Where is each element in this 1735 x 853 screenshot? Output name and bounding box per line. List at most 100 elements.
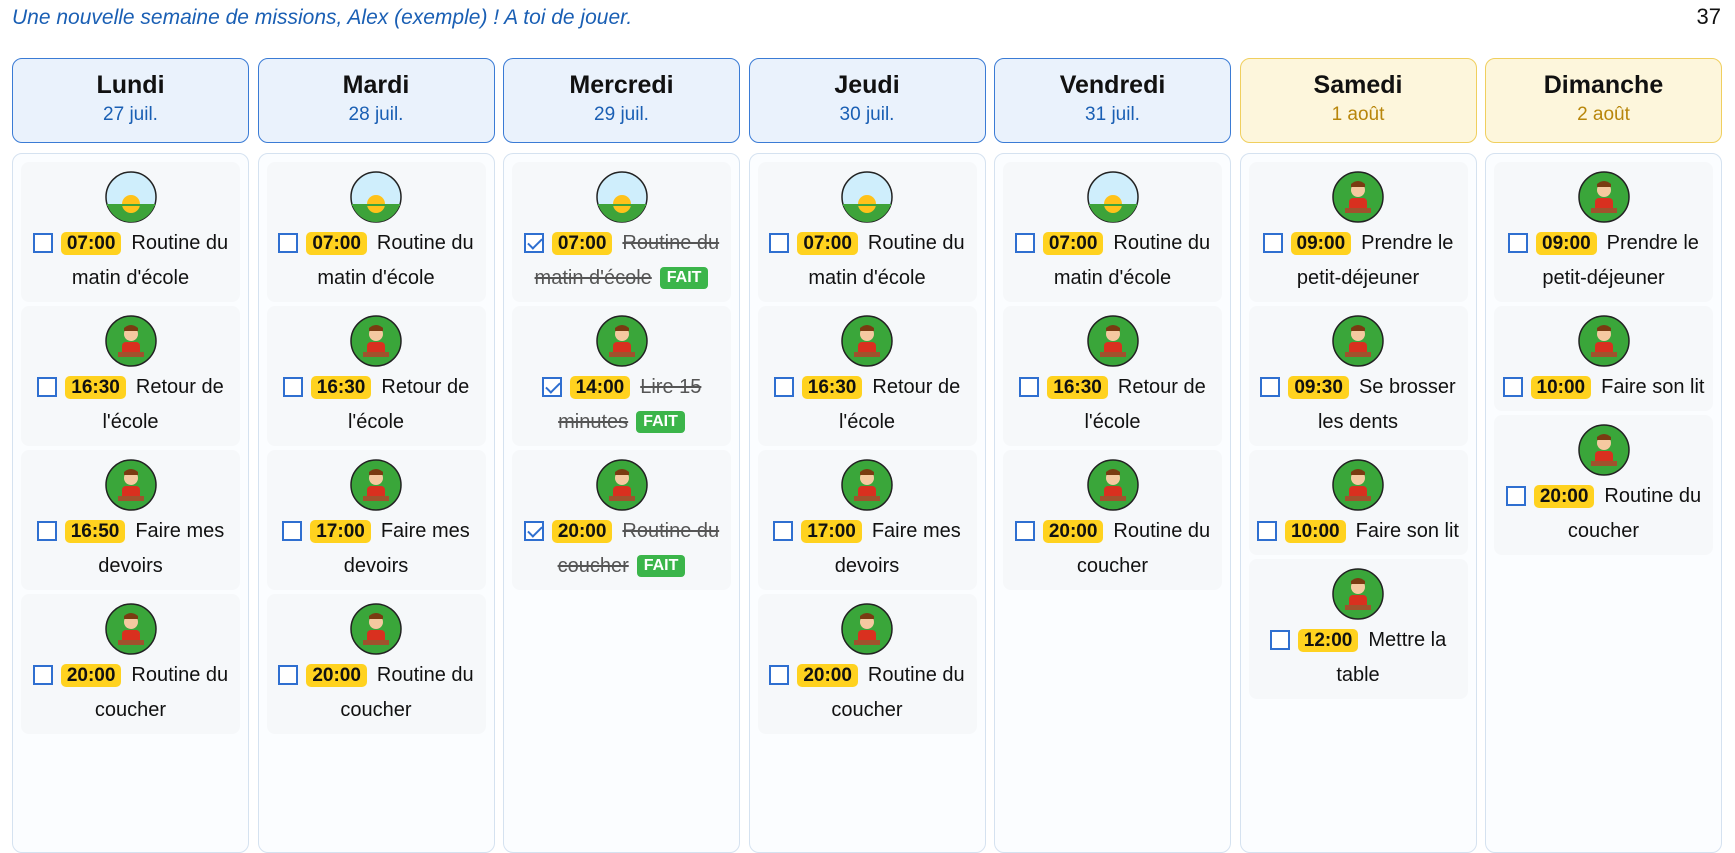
day-tasks: 09:00 Prendre le petit-déjeuner 09:30 Se br… [1239,153,1477,853]
checkbox[interactable] [523,233,544,253]
week-grid: Lundi 27 juil. 07:00 Routine du matin d'éco… [12,58,1722,853]
task-time: 16:30 [65,376,126,399]
day-column: Vendredi 31 juil. 07:00 Routine du matin d'… [994,58,1231,853]
day-name: Jeudi [834,71,900,99]
checkbox[interactable] [1269,630,1290,650]
checkbox[interactable] [36,521,57,541]
day-header: Mardi 28 juil. [257,58,495,143]
task-label: Retour de l'école [102,376,224,433]
day-name: Lundi [96,71,165,99]
checkbox[interactable] [282,377,303,397]
checkbox[interactable] [541,377,562,397]
checkbox[interactable] [282,521,303,541]
task-icon [841,171,893,223]
task-card: 07:00 Routine du matin d'école [266,162,486,302]
task-time: 17:00 [310,520,371,543]
task-time: 12:00 [1297,629,1359,652]
task-time: 16:50 [64,520,126,543]
checkbox[interactable] [773,521,794,541]
task-time: 07:00 [551,232,613,255]
task-icon [104,459,157,511]
task-icon [350,315,402,367]
day-date: 27 juil. [103,104,158,125]
task-time: 07:00 [797,232,858,255]
task-time: 09:00 [1536,232,1597,255]
task-label: Retour de l'école [838,376,961,433]
task-card: 12:00 Mettre la table [1248,559,1468,699]
checkbox[interactable] [1014,521,1035,541]
day-header: Jeudi 30 juil. [748,58,986,143]
done-badge: FAIT [636,555,686,577]
task-time: 10:00 [1285,520,1346,543]
task-label: Routine du coucher [94,664,229,721]
task-icon [350,459,402,511]
day-name: Mardi [342,71,410,99]
day-date: 1 août [1331,104,1385,125]
task-card: 14:00 Lire 15 minutes FAIT [512,306,731,446]
checkbox[interactable] [37,377,58,397]
task-card: 16:30 Retour de l'école [21,306,240,446]
day-column: Jeudi 30 juil. 07:00 Routine du matin d'éco… [748,58,986,853]
day-tasks: 07:00 Routine du matin d'école 16:30 Retour… [257,153,495,853]
day-header: Vendredi 31 juil. [994,58,1231,143]
task-card: 10:00 Faire son lit [1248,450,1468,555]
task-time: 20:00 [797,664,858,687]
task-icon [595,171,648,223]
checkbox[interactable] [1014,233,1035,253]
task-card: 07:00 Routine du matin d'école [21,162,240,302]
task-icon [350,603,402,655]
task-card: 07:00 Routine du matin d'école FAIT [512,162,731,302]
checkbox[interactable] [1505,486,1526,506]
checkbox[interactable] [523,521,544,541]
task-icon [1577,424,1630,476]
task-label: Faire son lit [1355,520,1459,542]
checkbox[interactable] [278,665,299,685]
task-card: 16:50 Faire mes devoirs [21,450,240,590]
task-icon [1577,171,1630,223]
checkbox[interactable] [773,377,794,397]
checkbox[interactable] [1502,377,1523,397]
day-tasks: 07:00 Routine du matin d'école FAIT 14:00 Li… [503,153,740,853]
task-icon [595,315,648,367]
task-card: 17:00 Faire mes devoirs [757,450,977,590]
task-card: 20:00 Routine du coucher FAIT [512,450,731,590]
checkbox[interactable] [1257,521,1277,541]
checkbox[interactable] [278,233,299,253]
task-time: 07:00 [1042,232,1104,255]
task-icon [1577,315,1630,367]
task-label: Routine du coucher [1567,485,1702,542]
day-header: Lundi 27 juil. [12,58,249,143]
task-card: 16:30 Retour de l'école [757,306,977,446]
checkbox[interactable] [1260,377,1281,397]
task-card: 09:00 Prendre le petit-déjeuner [1248,162,1468,302]
page-number: 37 [1696,4,1721,29]
task-icon [841,315,893,367]
checkbox[interactable] [769,665,790,685]
checkbox[interactable] [32,665,53,685]
task-card: 20:00 Routine du coucher [757,594,977,734]
day-date: 2 août [1577,104,1630,125]
task-time: 07:00 [306,232,367,255]
checkbox[interactable] [32,233,53,253]
task-card: 07:00 Routine du matin d'école [757,162,977,302]
task-time: 20:00 [1042,520,1104,543]
intro-text: Une nouvelle semaine de missions, Alex (… [12,6,633,29]
task-icon [104,315,157,367]
day-header: Samedi 1 août [1239,58,1477,143]
task-time: 14:00 [569,376,631,399]
page: {"header":{"text":"Une nouvelle semaine … [0,0,1735,767]
task-label: Faire mes devoirs [343,520,470,577]
task-label: Routine du matin d'école [71,232,229,289]
day-tasks: 07:00 Routine du matin d'école 16:30 Retour… [12,153,249,853]
task-time: 16:30 [310,376,372,399]
task-icon [104,603,157,655]
checkbox[interactable] [1508,233,1529,253]
checkbox[interactable] [1262,233,1283,253]
checkbox[interactable] [1019,377,1040,397]
day-header: Mercredi 29 juil. [503,58,740,143]
day-date: 31 juil. [1085,104,1140,125]
day-column: Samedi 1 août 09:00 Prendre le petit-déjeun… [1239,58,1477,853]
task-icon [1332,568,1384,620]
day-column: Dimanche 2 août 09:00 Prendre le petit-déje… [1485,58,1722,853]
checkbox[interactable] [769,233,790,253]
